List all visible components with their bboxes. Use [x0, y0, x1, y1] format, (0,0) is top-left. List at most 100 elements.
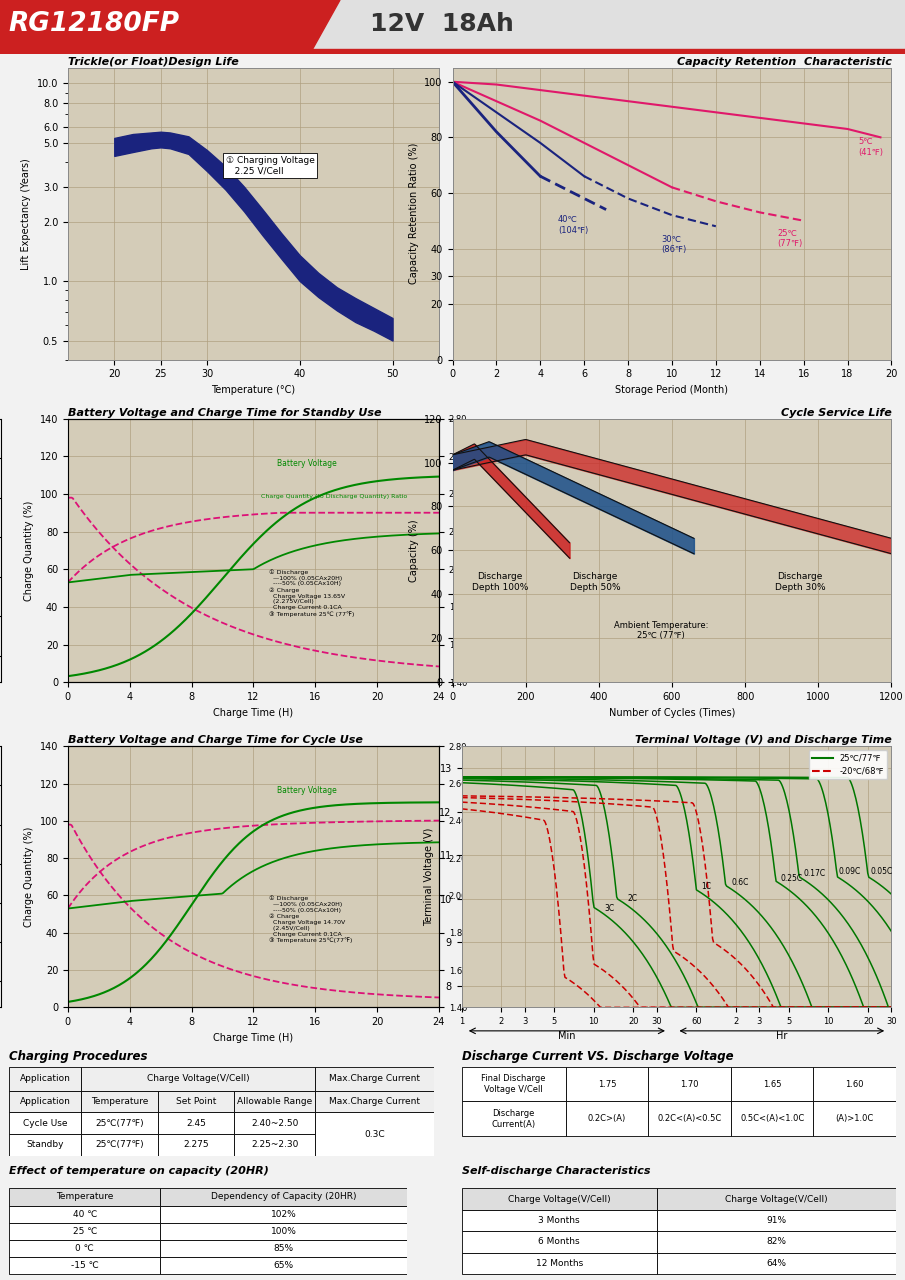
Text: Application: Application — [20, 1074, 71, 1083]
X-axis label: Charge Time (H): Charge Time (H) — [214, 1033, 293, 1043]
Text: 100%: 100% — [271, 1226, 297, 1235]
Bar — [648, 1101, 731, 1137]
Text: 6 Months: 6 Months — [538, 1238, 580, 1247]
Text: 65%: 65% — [273, 1261, 294, 1270]
Bar — [814, 1066, 896, 1101]
Bar — [9, 1257, 160, 1274]
Text: Capacity Retention  Characteristic: Capacity Retention Characteristic — [677, 58, 891, 67]
Text: 2.25~2.30: 2.25~2.30 — [252, 1140, 299, 1149]
Bar — [81, 1112, 157, 1134]
Bar — [462, 1101, 566, 1137]
Text: 30℃
(86℉): 30℃ (86℉) — [661, 234, 686, 253]
Text: Cycle Use: Cycle Use — [23, 1119, 68, 1128]
Bar — [0, 49, 905, 54]
Y-axis label: Terminal Voltage (V): Terminal Voltage (V) — [424, 828, 433, 925]
Text: Dependency of Capacity (20HR): Dependency of Capacity (20HR) — [211, 1193, 357, 1202]
Text: 1.60: 1.60 — [845, 1079, 864, 1088]
Text: 0.2C>(A): 0.2C>(A) — [588, 1115, 626, 1124]
Bar — [315, 1112, 434, 1156]
Text: 85%: 85% — [273, 1244, 294, 1253]
Text: 25℃
(77℉): 25℃ (77℉) — [777, 229, 803, 248]
Text: 82%: 82% — [767, 1238, 786, 1247]
Bar — [234, 1134, 315, 1156]
Bar — [462, 1253, 657, 1274]
Text: (A)>1.0C: (A)>1.0C — [835, 1115, 874, 1124]
Text: 0.3C: 0.3C — [365, 1129, 386, 1139]
Polygon shape — [0, 0, 340, 54]
Bar — [157, 1091, 234, 1112]
X-axis label: Storage Period (Month): Storage Period (Month) — [615, 385, 729, 396]
Text: Battery Voltage: Battery Voltage — [277, 786, 337, 795]
Bar — [315, 1091, 434, 1112]
Text: Discharge
Depth 100%: Discharge Depth 100% — [472, 572, 529, 591]
Bar — [234, 1091, 315, 1112]
Text: 0.5C<(A)<1.0C: 0.5C<(A)<1.0C — [740, 1115, 805, 1124]
Y-axis label: Battery Voltage (V)/Per Cell: Battery Voltage (V)/Per Cell — [472, 819, 481, 934]
Bar — [160, 1257, 407, 1274]
Text: Max.Charge Current: Max.Charge Current — [329, 1074, 420, 1083]
Text: 25℃(77℉): 25℃(77℉) — [95, 1119, 144, 1128]
Bar — [462, 1066, 566, 1101]
Text: 0 ℃: 0 ℃ — [75, 1244, 94, 1253]
Text: ① Discharge
  —100% (0.05CAx20H)
  ----50% (0.05CAx10H)
② Charge
  Charge Voltag: ① Discharge —100% (0.05CAx20H) ----50% (… — [269, 896, 352, 943]
Text: 1.65: 1.65 — [763, 1079, 781, 1088]
Bar — [462, 1231, 657, 1253]
Text: 91%: 91% — [767, 1216, 786, 1225]
Text: Discharge
Depth 30%: Discharge Depth 30% — [775, 572, 825, 591]
Text: Application: Application — [20, 1097, 71, 1106]
Text: 1.70: 1.70 — [681, 1079, 699, 1088]
Bar — [566, 1066, 648, 1101]
Bar — [315, 1066, 434, 1091]
Bar — [462, 1188, 657, 1210]
Bar — [731, 1066, 814, 1101]
Text: Hr: Hr — [776, 1030, 787, 1041]
Text: Discharge
Current(A): Discharge Current(A) — [491, 1110, 536, 1129]
Text: 40℃
(104℉): 40℃ (104℉) — [557, 215, 588, 234]
Y-axis label: Lift Expectancy (Years): Lift Expectancy (Years) — [21, 157, 31, 270]
Text: 2C: 2C — [627, 895, 637, 904]
Text: Allowable Range: Allowable Range — [237, 1097, 312, 1106]
Text: Final Discharge
Voltage V/Cell: Final Discharge Voltage V/Cell — [481, 1074, 546, 1093]
Bar — [731, 1101, 814, 1137]
Text: 0.2C<(A)<0.5C: 0.2C<(A)<0.5C — [658, 1115, 721, 1124]
Text: Battery Voltage and Charge Time for Cycle Use: Battery Voltage and Charge Time for Cycl… — [68, 736, 363, 745]
Bar — [9, 1206, 160, 1222]
Text: Trickle(or Float)Design Life: Trickle(or Float)Design Life — [68, 58, 239, 67]
Text: 102%: 102% — [271, 1210, 297, 1219]
Bar — [9, 1240, 160, 1257]
Text: Standby: Standby — [26, 1140, 64, 1149]
Text: 40 ℃: 40 ℃ — [72, 1210, 97, 1219]
Text: 25 ℃: 25 ℃ — [72, 1226, 97, 1235]
Bar — [462, 1210, 657, 1231]
Text: ① Discharge
  —100% (0.05CAx20H)
  ----50% (0.05CAx10H)
② Charge
  Charge Voltag: ① Discharge —100% (0.05CAx20H) ----50% (… — [269, 570, 354, 617]
Text: 5℃
(41℉): 5℃ (41℉) — [859, 137, 883, 156]
X-axis label: Charge Time (H): Charge Time (H) — [214, 708, 293, 718]
Text: RG12180FP: RG12180FP — [8, 12, 179, 37]
Bar — [160, 1222, 407, 1240]
Text: 25℃(77℉): 25℃(77℉) — [95, 1140, 144, 1149]
Bar — [814, 1101, 896, 1137]
Text: Battery Voltage and Charge Time for Standby Use: Battery Voltage and Charge Time for Stan… — [68, 408, 381, 417]
Text: Temperature: Temperature — [56, 1193, 113, 1202]
Text: Self-discharge Characteristics: Self-discharge Characteristics — [462, 1166, 650, 1175]
Text: 0.6C: 0.6C — [731, 878, 748, 887]
Bar — [9, 1112, 81, 1134]
Text: Charge Quantity (to Discharge Quantity) Ratio: Charge Quantity (to Discharge Quantity) … — [262, 494, 407, 499]
Legend: 25℃/77℉, -20℃/68℉: 25℃/77℉, -20℃/68℉ — [808, 750, 887, 780]
Bar — [9, 1134, 81, 1156]
Bar — [157, 1134, 234, 1156]
Text: Terminal Voltage (V) and Discharge Time: Terminal Voltage (V) and Discharge Time — [634, 736, 891, 745]
Bar — [81, 1134, 157, 1156]
Bar — [81, 1066, 315, 1091]
Text: 0.05C: 0.05C — [871, 868, 892, 877]
Text: Ambient Temperature:
25℃ (77℉): Ambient Temperature: 25℃ (77℉) — [614, 621, 709, 640]
Text: 0.25C: 0.25C — [780, 873, 803, 883]
Text: 1C: 1C — [701, 882, 711, 891]
Text: 12 Months: 12 Months — [536, 1258, 583, 1267]
Text: Max.Charge Current: Max.Charge Current — [329, 1097, 420, 1106]
Bar — [657, 1253, 896, 1274]
Text: Charge Voltage(V/Cell): Charge Voltage(V/Cell) — [725, 1194, 828, 1203]
Bar — [657, 1188, 896, 1210]
Bar — [157, 1112, 234, 1134]
Y-axis label: Capacity Retention Ratio (%): Capacity Retention Ratio (%) — [409, 143, 419, 284]
